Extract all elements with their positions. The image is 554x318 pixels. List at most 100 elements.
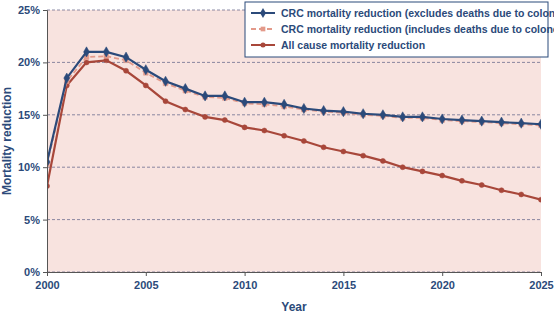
series-marker	[203, 114, 208, 119]
tick-label: 2000	[35, 279, 59, 291]
series-marker	[538, 119, 541, 129]
series-line	[47, 60, 541, 199]
x-axis: 2000 2005 2010 2015 2020 2025	[35, 272, 553, 291]
series-marker	[282, 133, 287, 138]
series-marker	[439, 114, 445, 124]
tick-mark	[47, 272, 48, 276]
tick-label: 2025	[529, 279, 553, 291]
tick: 10%	[18, 161, 47, 173]
legend-marker	[260, 42, 265, 47]
series-marker	[143, 83, 148, 88]
series-marker	[222, 118, 227, 123]
tick: 2000	[35, 272, 59, 291]
tick-label: 5%	[24, 214, 40, 226]
series-marker	[103, 47, 109, 57]
legend: CRC mortality reduction (excludes deaths…	[245, 2, 554, 57]
series-marker	[123, 52, 129, 62]
legend-marker	[260, 8, 266, 18]
series-marker	[202, 91, 208, 101]
tick: 15%	[18, 109, 47, 121]
grid-line	[47, 114, 541, 115]
series-marker	[182, 84, 188, 94]
legend-item: CRC mortality reduction (excludes deaths…	[251, 7, 554, 19]
grid-line	[47, 62, 541, 63]
tick-label: 2020	[430, 279, 454, 291]
series-marker	[360, 109, 366, 119]
series-marker	[519, 192, 524, 197]
legend-item: CRC mortality reduction (includes deaths…	[251, 23, 554, 35]
tick: 20%	[18, 56, 47, 68]
tick-label: 10%	[18, 161, 40, 173]
series-marker	[64, 73, 70, 83]
tick-label: 20%	[18, 56, 40, 68]
series-marker	[499, 188, 504, 193]
tick-mark	[343, 272, 344, 276]
legend-label: All cause mortality reduction	[281, 39, 425, 51]
tick-mark	[43, 272, 47, 273]
x-axis-title: Year	[281, 300, 307, 314]
series-marker	[340, 107, 346, 117]
series-marker	[124, 68, 129, 73]
series-marker	[321, 145, 326, 150]
series-marker	[479, 182, 484, 187]
series-marker	[261, 97, 267, 107]
tick-label: 25%	[18, 4, 40, 16]
series-marker	[281, 99, 287, 109]
tick-mark	[43, 115, 47, 116]
axis-line	[43, 11, 48, 273]
series-marker	[361, 153, 366, 158]
series-marker	[380, 110, 386, 120]
series-marker	[459, 178, 464, 183]
series-line	[47, 52, 541, 162]
tick-label: 2005	[134, 279, 158, 291]
series-marker	[183, 107, 188, 112]
series-marker	[163, 76, 169, 86]
series-marker	[301, 103, 307, 113]
series-marker	[459, 115, 465, 125]
tick-mark	[43, 220, 47, 221]
tick: 0%	[24, 266, 47, 278]
series-marker	[262, 128, 267, 133]
tick: 2005	[134, 272, 158, 291]
series-marker	[419, 112, 425, 122]
series-marker	[400, 165, 405, 170]
series-marker	[499, 117, 505, 127]
series-marker	[84, 47, 90, 57]
series-marker	[440, 173, 445, 178]
legend-label: CRC mortality reduction (excludes deaths…	[281, 7, 554, 19]
axis-line	[48, 273, 542, 277]
series-marker	[341, 149, 346, 154]
legend-item: All cause mortality reduction	[251, 39, 425, 51]
tick-label: 0%	[24, 266, 40, 278]
series-marker	[518, 118, 524, 128]
tick-mark	[541, 272, 542, 276]
grid-line	[47, 219, 541, 220]
tick-mark	[43, 10, 47, 11]
tick-label: 2015	[332, 279, 356, 291]
chart: 0% 5% 10% 15% 20% 25% 2000 2005 2010 2015 2020 2025…	[0, 0, 554, 318]
tick-mark	[442, 272, 443, 276]
series-marker	[538, 197, 541, 202]
series-marker	[321, 106, 327, 116]
series-marker	[242, 125, 247, 130]
tick: 2015	[332, 272, 356, 291]
series-marker	[420, 169, 425, 174]
series-marker	[479, 116, 485, 126]
tick: 2010	[233, 272, 257, 291]
tick-label: 15%	[18, 109, 40, 121]
series-marker	[380, 158, 385, 163]
y-axis-title: Mortality reduction	[0, 87, 14, 195]
series-marker	[222, 91, 228, 101]
legend-marker	[261, 27, 266, 32]
tick-label: 2010	[233, 279, 257, 291]
tick: 2020	[430, 272, 454, 291]
legend-label: CRC mortality reduction (includes deaths…	[281, 23, 554, 35]
tick-mark	[43, 62, 47, 63]
series-marker	[301, 138, 306, 143]
tick-mark	[43, 167, 47, 168]
series-marker	[163, 99, 168, 104]
series-line	[47, 56, 541, 164]
series-marker	[143, 65, 149, 75]
y-axis: 0% 5% 10% 15% 20% 25%	[18, 4, 48, 278]
tick: 5%	[24, 214, 47, 226]
